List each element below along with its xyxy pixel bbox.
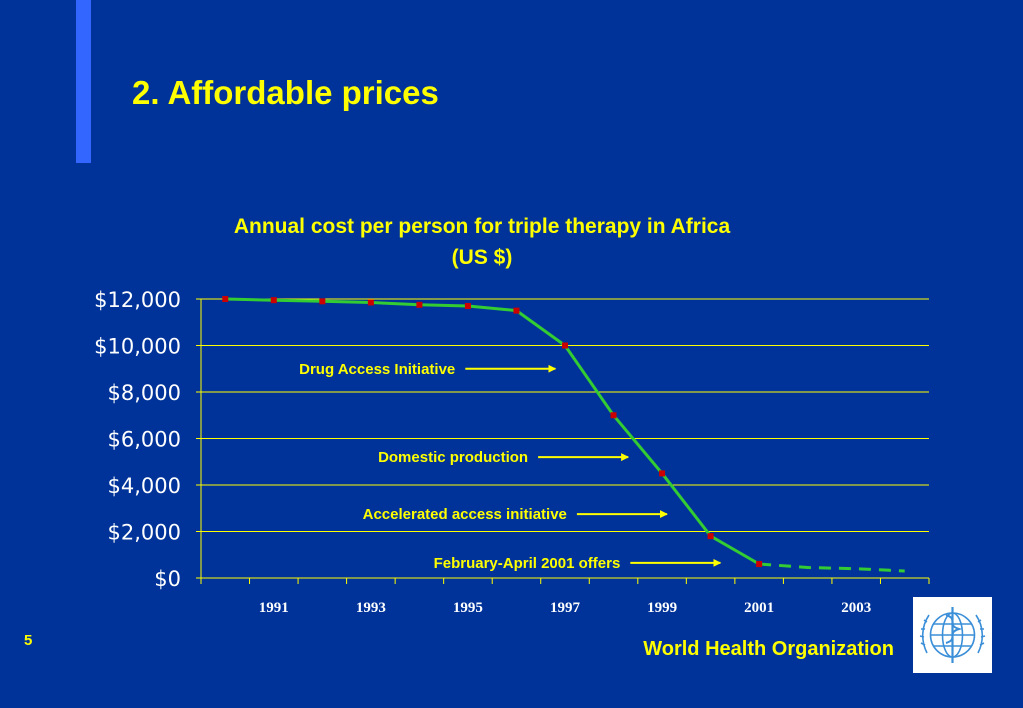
annotation-label: February-April 2001 offers bbox=[434, 555, 621, 572]
series bbox=[225, 297, 905, 573]
cost-line bbox=[225, 297, 760, 566]
accent-bar bbox=[76, 0, 91, 163]
annotation-label: Accelerated access initiative bbox=[363, 506, 567, 523]
x-tick-labels: 1991 1993 1995 1997 1999 2001 2003 bbox=[259, 600, 871, 616]
data-point bbox=[319, 298, 326, 305]
who-emblem-icon bbox=[913, 597, 992, 673]
slide-title: 2. Affordable prices bbox=[132, 74, 439, 111]
x-tick-label: 1993 bbox=[356, 600, 386, 616]
x-tick-label: 1995 bbox=[453, 600, 483, 616]
y-tick-label: $2,000 bbox=[108, 521, 181, 545]
data-markers bbox=[222, 296, 763, 568]
chart-title-line-1: Annual cost per person for triple therap… bbox=[233, 215, 731, 238]
data-point bbox=[416, 301, 423, 308]
y-tick-labels: $0 $2,000 $4,000 $6,000 $8,000 $10,000 $12,000 bbox=[94, 288, 181, 591]
data-point bbox=[707, 533, 714, 540]
data-point bbox=[610, 412, 617, 419]
organization-name: World Health Organization bbox=[643, 638, 894, 660]
x-tick-label: 1991 bbox=[259, 600, 289, 616]
data-point bbox=[270, 297, 277, 304]
data-point bbox=[222, 296, 229, 302]
y-tick-label: $10,000 bbox=[94, 335, 181, 359]
y-tick-label: $8,000 bbox=[108, 381, 181, 405]
gridlines bbox=[201, 298, 929, 532]
data-point bbox=[562, 342, 568, 349]
data-point bbox=[367, 299, 374, 306]
x-tick-label: 1997 bbox=[550, 600, 581, 616]
chart-title-line-2: (US $) bbox=[451, 246, 513, 269]
data-point bbox=[659, 470, 666, 477]
data-point bbox=[464, 302, 471, 309]
x-tick-label: 2001 bbox=[744, 600, 774, 616]
y-tick-label: $12,000 bbox=[94, 288, 181, 312]
y-tick-label: $6,000 bbox=[108, 428, 181, 452]
data-point bbox=[756, 561, 763, 568]
chart-title: Annual cost per person for triple therap… bbox=[130, 211, 834, 273]
x-tick-label: 2003 bbox=[841, 600, 871, 616]
data-point bbox=[513, 307, 520, 314]
page-number: 5 bbox=[24, 632, 33, 649]
annotations: Drug Access Initiative Domestic productio… bbox=[299, 361, 722, 572]
y-tick-label: $0 bbox=[154, 567, 181, 591]
annotation-label: Domestic production bbox=[378, 449, 528, 466]
projected-cost-line bbox=[758, 562, 905, 573]
x-tick-label: 1999 bbox=[647, 600, 677, 616]
annotation-label: Drug Access Initiative bbox=[299, 361, 455, 378]
y-tick-label: $4,000 bbox=[108, 474, 181, 498]
axes bbox=[196, 298, 930, 584]
